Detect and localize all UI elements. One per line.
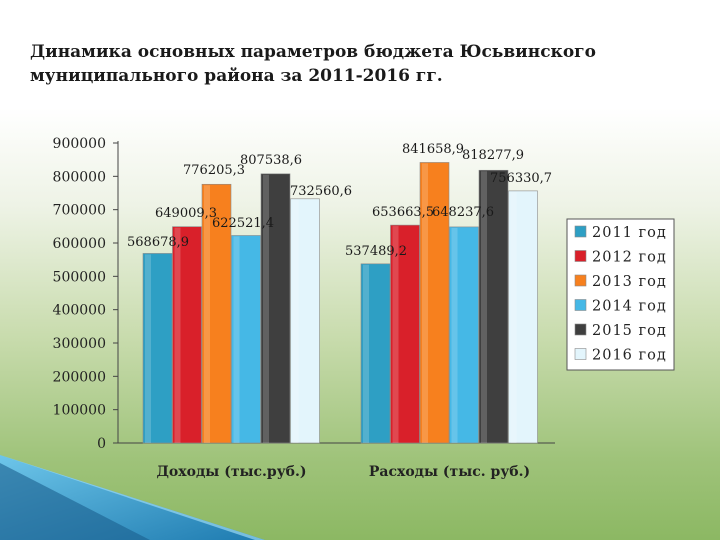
bar-highlight [392, 226, 399, 443]
legend-swatch [574, 323, 587, 336]
legend-label: 2013 год [592, 274, 667, 290]
bar-highlight [204, 185, 210, 443]
legend-swatch [574, 299, 587, 311]
y-tick-label: 700000 [53, 203, 106, 219]
x-category-label: Доходы (тыс.руб.) [156, 464, 306, 480]
legend-label: 2012 год [592, 250, 667, 266]
bar-highlight [263, 174, 269, 443]
bar [290, 198, 320, 444]
bar [172, 226, 202, 444]
data-label: 807538,6 [240, 153, 302, 168]
bar [201, 183, 232, 444]
data-label: 818277,9 [462, 148, 524, 163]
y-tick-label: 200000 [53, 369, 106, 385]
y-tick-label: 400000 [53, 303, 106, 319]
y-tick-label: 0 [97, 436, 106, 452]
bar [508, 190, 538, 444]
data-label: 649009,3 [155, 206, 217, 221]
data-label: 653663,5 [372, 205, 434, 220]
bar-highlight [233, 236, 240, 443]
data-label: 622521,4 [212, 216, 274, 231]
legend-box [566, 218, 675, 371]
bar [419, 162, 450, 444]
bar-highlight [422, 163, 428, 444]
legend-label: 2011 год [592, 225, 667, 241]
y-tick-label: 600000 [53, 236, 106, 252]
page-title: Динамика основных параметров бюджета Юсь… [30, 42, 596, 86]
bar-highlight [363, 264, 369, 443]
corner-swoosh [0, 455, 265, 540]
y-tick-label: 500000 [53, 269, 106, 285]
bar [231, 235, 261, 444]
bar [449, 226, 479, 444]
y-tick-label: 100000 [53, 403, 106, 419]
bar-highlight [451, 227, 458, 443]
data-label: 648237,6 [432, 205, 494, 220]
legend-swatch [574, 225, 587, 238]
bar [390, 224, 420, 444]
data-label: 732560,6 [290, 184, 352, 199]
y-tick-label: 800000 [53, 169, 106, 185]
bar [142, 253, 173, 444]
bar-highlight [481, 171, 487, 443]
bar [360, 263, 391, 444]
x-category-label: Расходы (тыс. руб.) [369, 464, 530, 480]
legend-label: 2015 год [592, 323, 667, 339]
legend-label: 2016 год [592, 348, 667, 364]
bar [478, 169, 509, 444]
y-tick-label: 900000 [53, 136, 106, 152]
data-label: 756330,7 [490, 171, 552, 186]
data-label: 841658,9 [402, 142, 464, 157]
legend-swatch [574, 348, 587, 360]
y-tick-label: 300000 [53, 336, 106, 352]
legend-swatch [574, 274, 587, 287]
data-label: 568678,9 [127, 235, 189, 250]
bar [260, 173, 291, 444]
data-label: 537489,2 [345, 244, 407, 259]
bar-highlight [145, 254, 151, 443]
data-label: 776205,3 [183, 163, 245, 178]
legend-swatch [574, 250, 587, 262]
bar-highlight [510, 191, 517, 443]
legend-label: 2014 год [592, 299, 667, 315]
bar-highlight [174, 227, 181, 443]
bar-highlight [292, 199, 299, 443]
